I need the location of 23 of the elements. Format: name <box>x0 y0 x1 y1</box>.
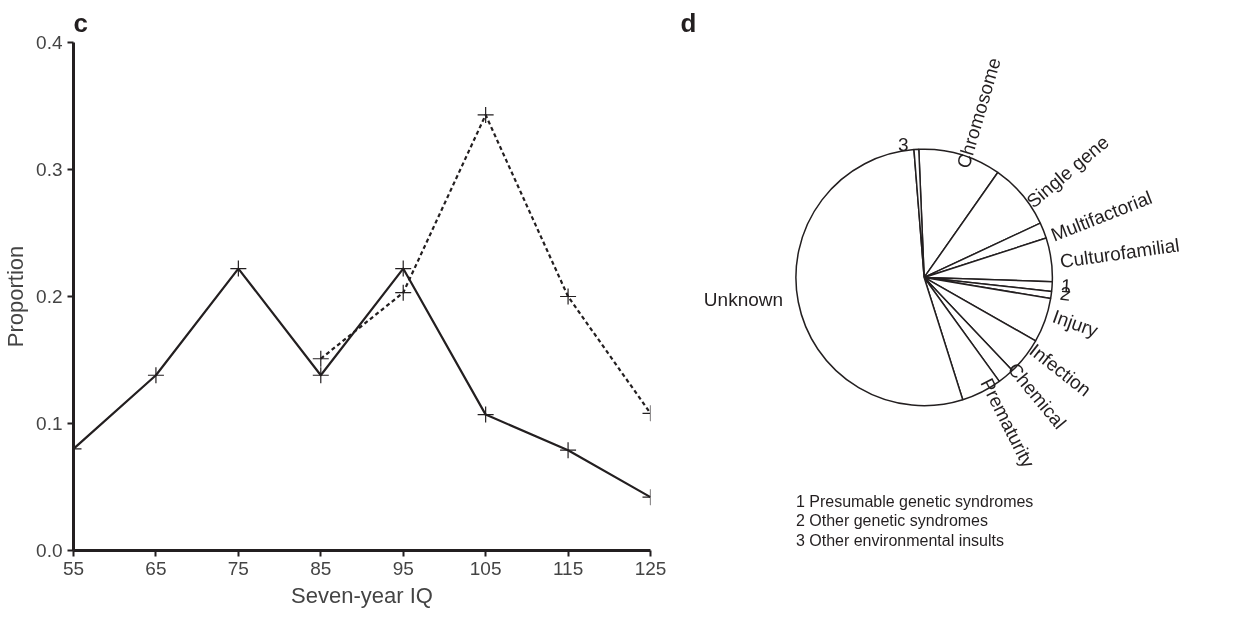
text: 1 Presumable genetic syndromes <box>795 493 1034 511</box>
x-tick-label: 85 <box>310 557 332 579</box>
chart-title: c <box>73 7 88 38</box>
slice-label: Unknown <box>703 288 784 310</box>
text: 2 Other genetic syndromes <box>795 512 989 530</box>
y-tick-label: 0.2 <box>36 286 63 307</box>
x-tick-label: 95 <box>392 557 414 579</box>
chart-title: d <box>680 7 697 38</box>
x-tick-label: 65 <box>145 557 167 579</box>
y-tick-label: 0.0 <box>36 540 63 561</box>
x-axis-title: Seven-year IQ <box>291 582 433 608</box>
slice-label: Injury <box>1049 305 1102 342</box>
slice-label: 3 <box>898 133 909 155</box>
x-tick-label: 115 <box>552 557 584 579</box>
text: 3 Other environmental insults <box>795 531 1005 549</box>
x-tick-label: 105 <box>469 557 502 579</box>
x-tick-label: 55 <box>62 557 85 579</box>
y-tick-label: 0.1 <box>36 413 63 434</box>
y-tick-label: 0.3 <box>36 159 63 180</box>
y-axis-title: Proportion <box>3 245 29 348</box>
y-tick-label: 0.4 <box>36 32 63 53</box>
x-tick-label: 125 <box>634 557 667 579</box>
x-tick-label: 75 <box>227 557 249 579</box>
